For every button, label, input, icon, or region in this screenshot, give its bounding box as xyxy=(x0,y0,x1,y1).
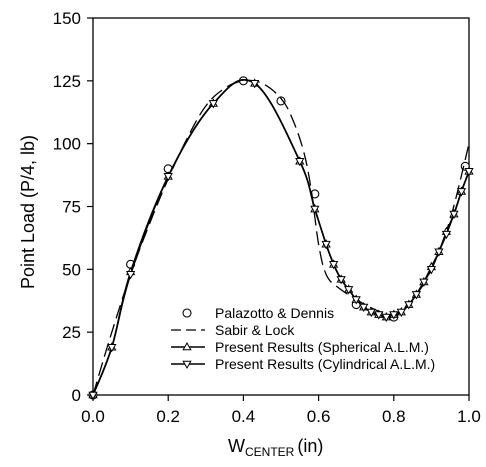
series-4-point xyxy=(464,168,474,177)
series-4-point xyxy=(456,188,467,197)
series-4-point xyxy=(411,291,422,300)
y-tick-label: 150 xyxy=(53,9,81,28)
ticks-group: 0.0 0.2 0.4 0.6 0.8 1.0 0 25 50 75 100 125 150 xyxy=(53,9,481,426)
series-4-point xyxy=(328,261,339,270)
series-4-point xyxy=(351,296,361,305)
series-4-point xyxy=(336,276,346,285)
legend-label-4: Present Results (Cylindrical A.L.M.) xyxy=(215,356,435,372)
legend-swatch-marker-1 xyxy=(182,308,192,318)
series-4-point xyxy=(310,205,320,215)
series-1-point xyxy=(276,96,286,106)
y-tick-label: 125 xyxy=(53,72,81,91)
series-4-point xyxy=(449,210,459,220)
series-4-point xyxy=(404,301,414,310)
x-tick-label: 0.0 xyxy=(81,407,105,426)
x-axis-title: WCENTER (in) xyxy=(228,436,323,459)
legend-swatch-marker-3 xyxy=(182,341,192,351)
series-4-point xyxy=(441,230,452,240)
series-4-point xyxy=(295,157,305,167)
legend-label-3: Present Results (Spherical A.L.M.) xyxy=(215,339,429,355)
series-4-point xyxy=(419,278,429,287)
y-tick-label: 25 xyxy=(62,323,81,342)
x-tick-label: 0.4 xyxy=(232,407,256,426)
series-4-point xyxy=(321,240,331,250)
series-4-point xyxy=(107,343,117,353)
series-4-point xyxy=(88,391,98,401)
y-axis-title: Point Load (P/4, lb) xyxy=(18,135,38,289)
legend-label-2: Sabir & Lock xyxy=(215,322,295,338)
series-4-point xyxy=(125,271,136,280)
x-tick-label: 0.2 xyxy=(156,407,180,426)
series-4-point xyxy=(163,173,173,182)
series-4-point xyxy=(389,311,399,320)
series-4-point xyxy=(208,100,218,109)
series-4-point xyxy=(426,266,437,275)
series-4-point xyxy=(344,286,354,295)
x-axis-title-unit: (in) xyxy=(297,436,323,456)
x-tick-label: 1.0 xyxy=(457,407,481,426)
x-tick-label: 0.8 xyxy=(382,407,406,426)
legend-swatch-marker-4 xyxy=(182,360,192,370)
legend-label-1: Palazotto & Dennis xyxy=(215,305,334,321)
y-tick-label: 0 xyxy=(72,386,81,405)
series-4-point xyxy=(250,80,260,89)
y-tick-label: 100 xyxy=(53,135,81,154)
series-4-point xyxy=(381,313,391,323)
series-4-point xyxy=(366,308,376,318)
x-axis-title-sub: CENTER xyxy=(245,445,295,459)
series-4-point xyxy=(396,308,406,318)
series-4-point xyxy=(374,311,384,320)
series-4-point xyxy=(359,303,369,313)
series-4 xyxy=(88,78,474,401)
y-tick-label: 50 xyxy=(62,260,81,279)
series-group xyxy=(88,76,474,401)
y-tick-label: 75 xyxy=(62,198,81,217)
x-tick-label: 0.6 xyxy=(307,407,331,426)
x-axis-title-main: W xyxy=(228,436,245,456)
series-4-point xyxy=(434,248,444,257)
